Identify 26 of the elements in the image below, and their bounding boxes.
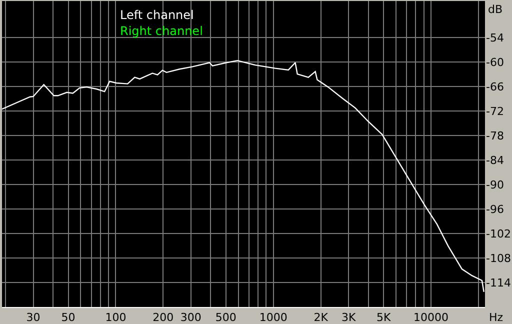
x-tick-label: 2K — [314, 311, 329, 324]
x-tick-label: 3K — [341, 311, 356, 324]
x-axis-title: Hz — [489, 311, 504, 324]
y-tick-label: -96 — [486, 202, 504, 216]
x-tick-label: 5K — [376, 311, 392, 324]
y-tick-label: -54 — [486, 32, 504, 45]
x-tick-label: 1000 — [259, 311, 288, 324]
y-tick-label: -84 — [486, 154, 504, 167]
x-tick-label: 300 — [180, 311, 202, 324]
y-tick-label: -66 — [486, 80, 504, 94]
y-tick-label: -90 — [486, 178, 504, 192]
x-tick-label: 50 — [61, 311, 76, 324]
y-tick-label: -114 — [486, 276, 511, 290]
x-tick-label: 30 — [26, 311, 40, 324]
y-axis-title: dB — [488, 3, 503, 16]
y-tick-label: -60 — [486, 56, 504, 70]
y-tick-label: -78 — [486, 129, 504, 142]
x-tick-label: 500 — [215, 311, 236, 324]
text: Left channel — [120, 8, 194, 22]
x-tick-label: 100 — [105, 311, 126, 324]
y-tick-label: -108 — [486, 252, 511, 265]
x-tick-label: 200 — [152, 311, 174, 324]
y-tick-label: -72 — [486, 105, 504, 118]
x-tick-label: 10000 — [414, 311, 449, 324]
legend-label: Right channel — [120, 24, 203, 38]
y-tick-label: -102 — [486, 227, 511, 240]
